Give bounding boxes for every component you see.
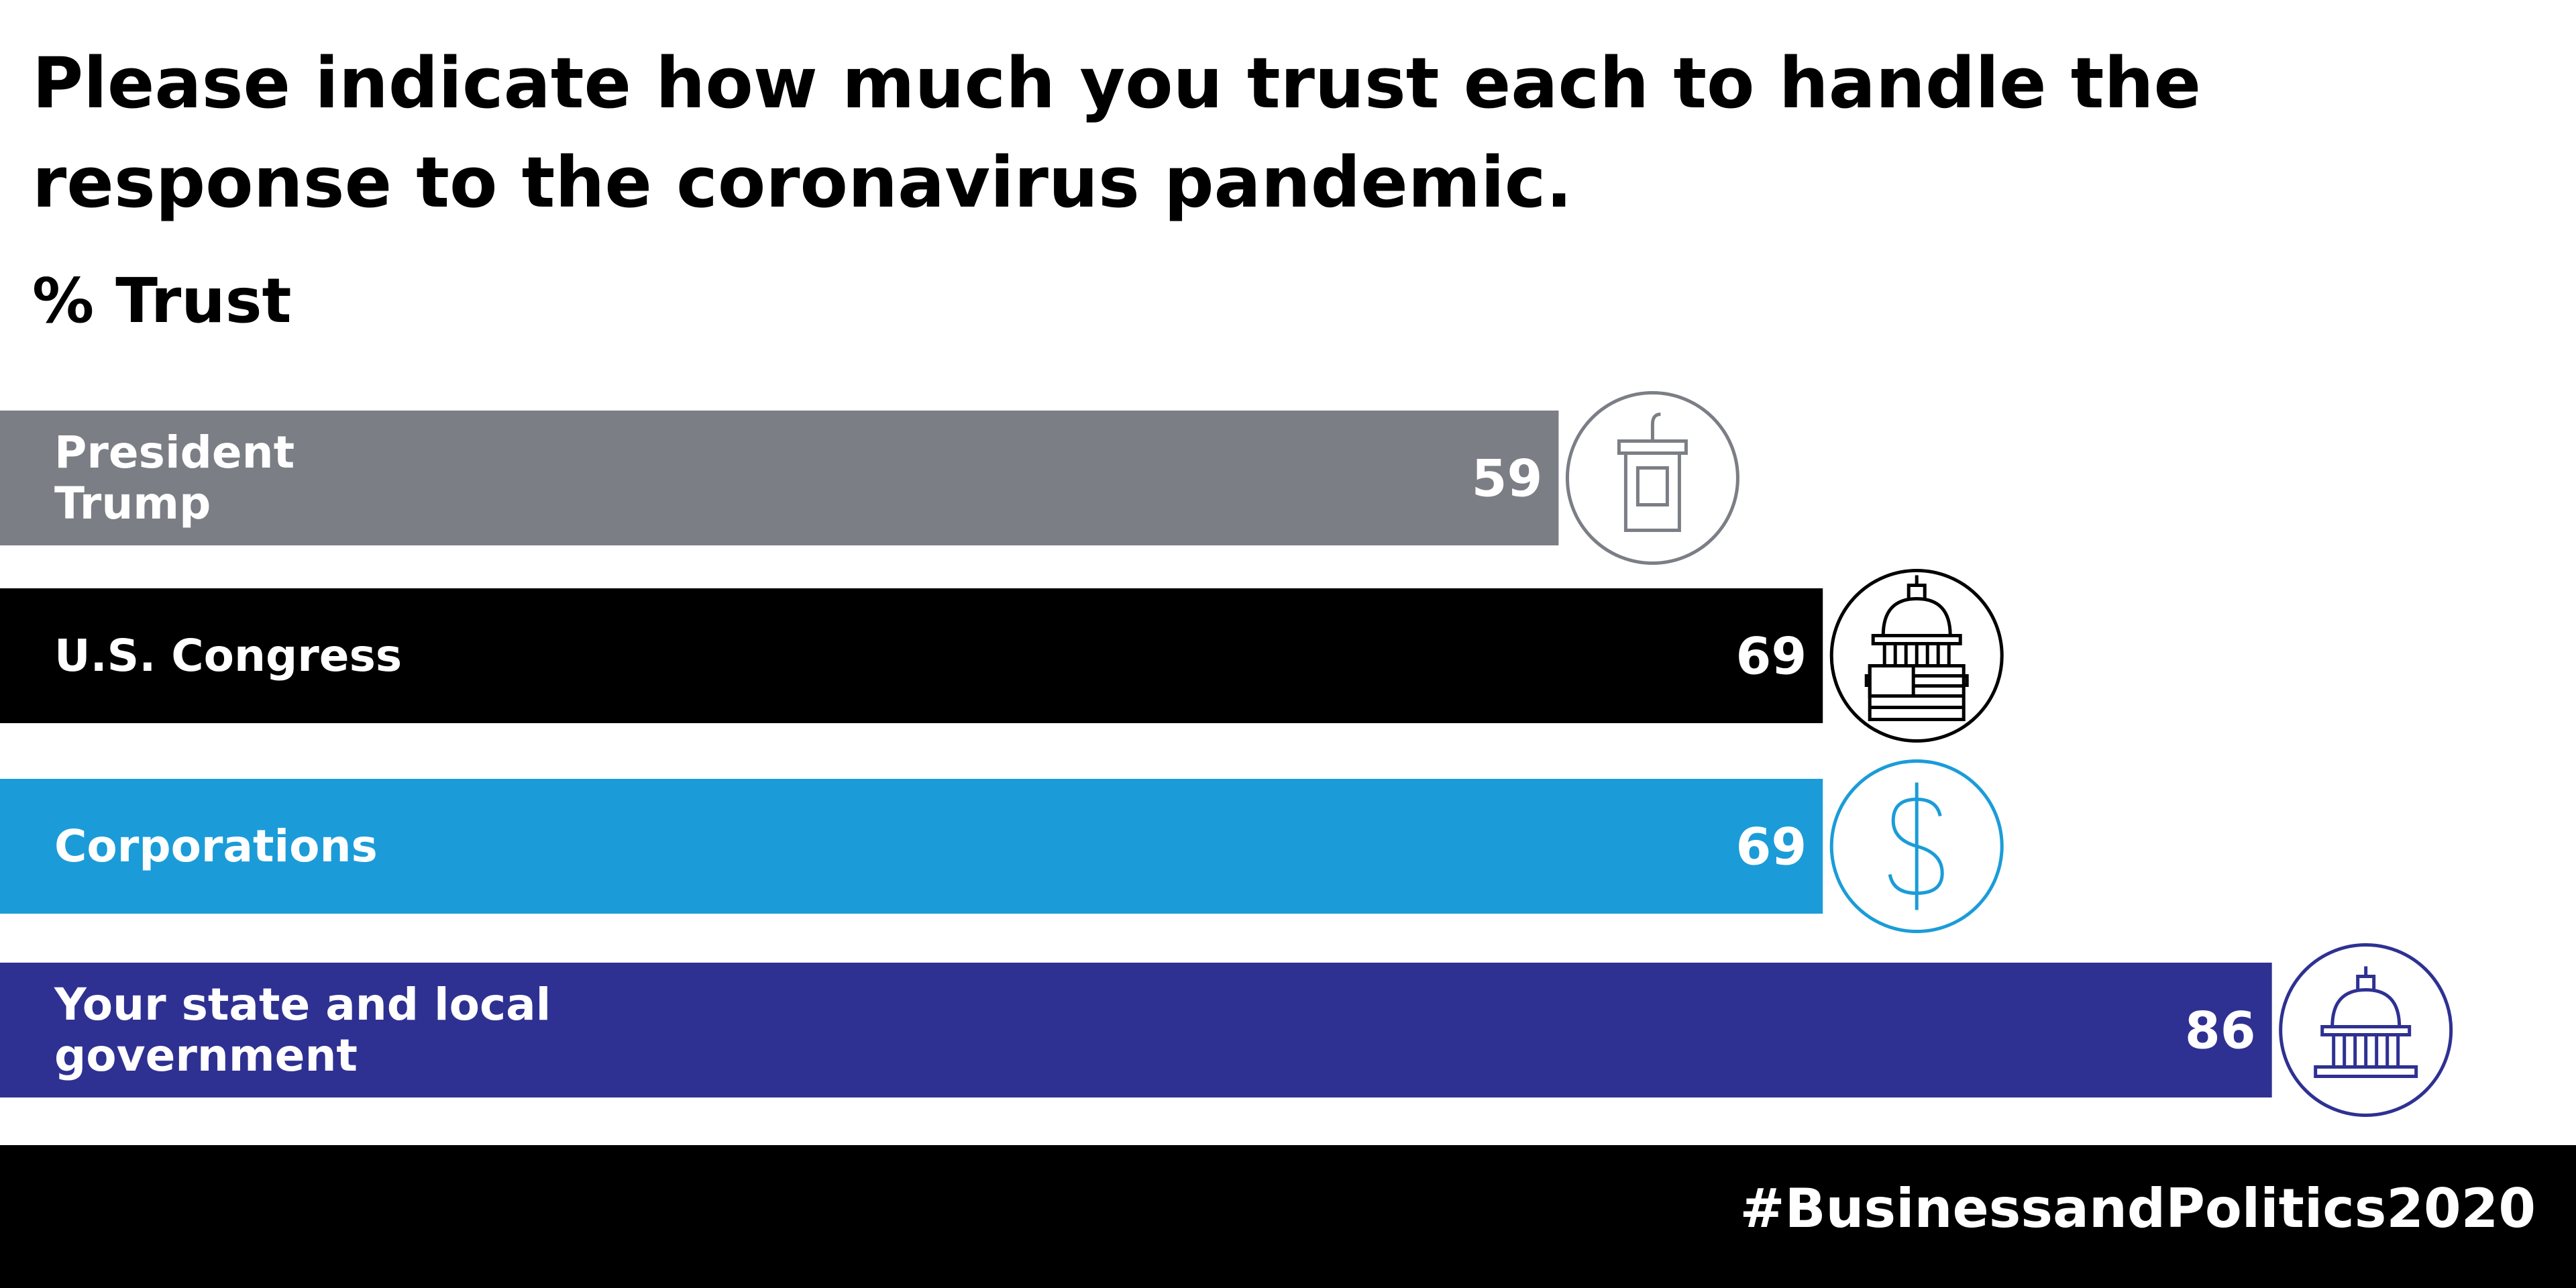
- steps: [2314, 1065, 2418, 1078]
- bar: [0, 963, 2272, 1097]
- flag-canton: [1868, 664, 1915, 698]
- icon-circle: [1829, 569, 2004, 743]
- value-label: 59: [1472, 449, 1543, 508]
- value-label: 69: [1735, 817, 1807, 877]
- bar: [0, 779, 1823, 914]
- base: [2320, 1025, 2412, 1036]
- bar: [0, 411, 1559, 545]
- icon: [2279, 943, 2453, 1117]
- base: [1871, 634, 1962, 645]
- podium-top: [1617, 439, 1688, 455]
- podium-mic: [1650, 413, 1661, 441]
- value-label: 69: [1735, 627, 1807, 686]
- category-label: Corporations: [54, 820, 378, 872]
- category-label: President Trump: [54, 426, 295, 529]
- chart-subtitle: % Trust: [32, 265, 292, 337]
- icon-circle: [1565, 391, 1739, 565]
- flag: [1868, 664, 1966, 721]
- dollar: [1888, 782, 1944, 910]
- icon-circle: [2279, 943, 2453, 1117]
- dome: [1881, 575, 1952, 637]
- category-label: Your state and local government: [54, 978, 551, 1081]
- bar: [0, 588, 1823, 723]
- icon: [1829, 759, 2004, 933]
- footer-hashtag: #BusinessandPolitics2020: [1739, 1177, 2536, 1240]
- dome: [2330, 966, 2402, 1028]
- icon-circle: [1829, 759, 2004, 933]
- podium-panel: [1635, 466, 1669, 506]
- footer-band: [0, 1145, 2576, 1288]
- icon: [1829, 569, 2004, 743]
- podium-body: [1623, 451, 1681, 532]
- icon: [1565, 391, 1739, 565]
- category-label: U.S. Congress: [54, 629, 402, 682]
- value-label: 86: [2185, 1001, 2256, 1061]
- chart-title: Please indicate how much you trust each …: [32, 42, 2202, 223]
